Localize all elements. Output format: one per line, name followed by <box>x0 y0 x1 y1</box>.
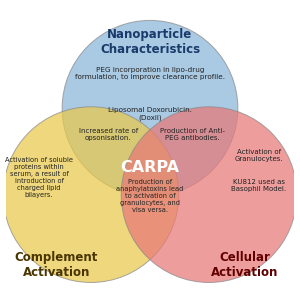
Text: Increased rate of
opsonisation.: Increased rate of opsonisation. <box>79 128 138 141</box>
Text: Production of
anaphylatoxins lead
to activation of
granulocytes, and
visa versa.: Production of anaphylatoxins lead to act… <box>116 179 184 213</box>
Text: Liposomal Doxorubicin.
(Doxil): Liposomal Doxorubicin. (Doxil) <box>108 107 192 121</box>
Text: Activation of soluble
proteins within
serum, a result of
introduction of
charged: Activation of soluble proteins within se… <box>5 157 73 198</box>
Text: Complement
Activation: Complement Activation <box>15 251 98 279</box>
Text: Activation of
Granulocytes.: Activation of Granulocytes. <box>235 149 283 162</box>
Circle shape <box>121 107 297 283</box>
Text: Cellular
Activation: Cellular Activation <box>212 251 279 279</box>
Text: PEG incorporation in lipo-drug
formulation, to improve clearance profile.: PEG incorporation in lipo-drug formulati… <box>75 67 225 80</box>
Text: Production of Anti-
PEG antibodies.: Production of Anti- PEG antibodies. <box>160 128 225 141</box>
Circle shape <box>3 107 179 283</box>
Text: CARPA: CARPA <box>121 160 179 175</box>
Circle shape <box>62 20 238 196</box>
Text: Nanoparticle
Characteristics: Nanoparticle Characteristics <box>100 28 200 56</box>
Text: KU812 used as
Basophil Model.: KU812 used as Basophil Model. <box>231 179 286 193</box>
